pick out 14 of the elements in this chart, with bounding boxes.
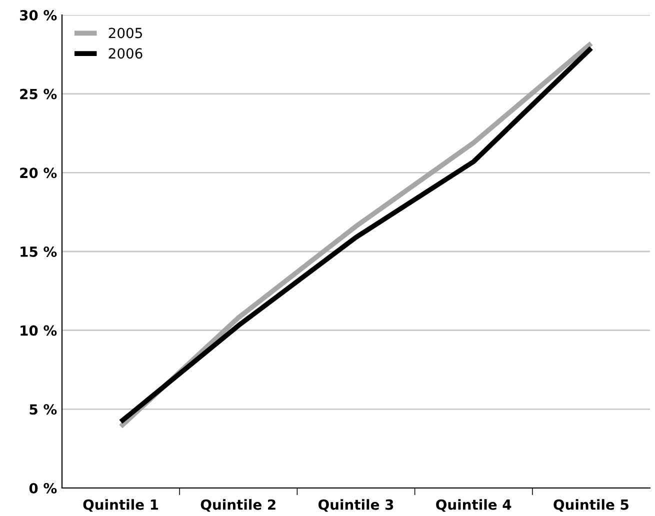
y-tick-label: 30 % [20,10,57,20]
y-tick-label: 10 % [20,325,57,336]
x-tick-label: Quintile 5 [554,499,628,512]
x-tick-label: Quintile 2 [200,499,276,512]
x-tick-label: Quintile 3 [318,499,394,512]
legend-label: 2005 [108,28,142,38]
x-tick-label: Quintile 4 [436,499,512,512]
y-tick-label: 20 % [20,168,57,178]
y-tick-label: 5 % [30,404,57,415]
legend-label: 2006 [108,48,142,59]
y-tick-label: 15 % [20,246,57,257]
y-tick-label: 25 % [20,88,57,100]
y-tick-label: 0 % [29,482,57,494]
x-tick-label: Quintile 1 [83,499,158,512]
